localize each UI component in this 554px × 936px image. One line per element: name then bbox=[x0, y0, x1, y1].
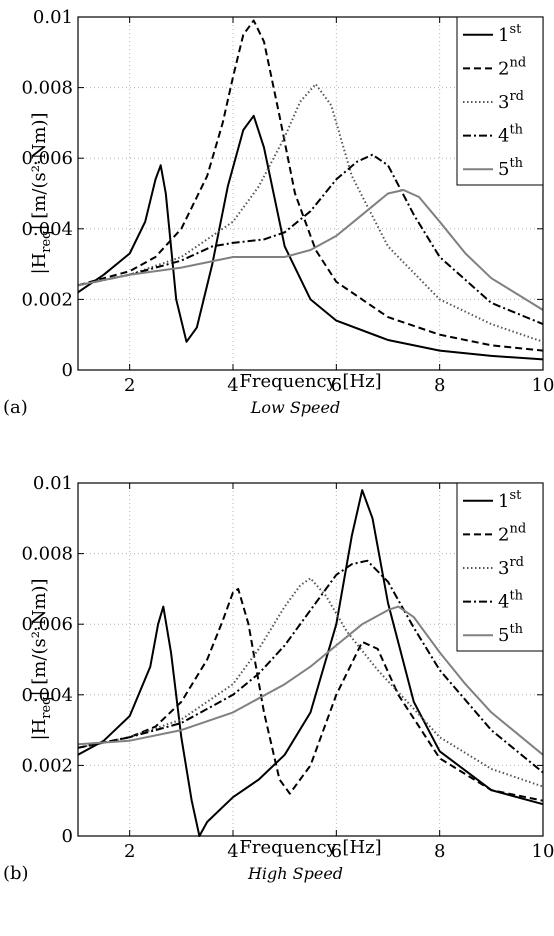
chart-a-legend-label-1: 1st bbox=[498, 22, 522, 46]
chart-b-caption: High Speed bbox=[247, 864, 343, 883]
chart-a-xtick-label-3: 8 bbox=[434, 375, 445, 396]
chart-b-series-3-line bbox=[77, 577, 544, 788]
chart-low-speed: 2 4 6 8 10 0 0.002 0.004 0.006 0.008 0.01 Frequency… bbox=[0, 0, 554, 466]
chart-a-ytick-label-0: 0 bbox=[62, 360, 73, 381]
chart-b-legend-label-2: 2nd bbox=[498, 521, 526, 545]
chart-a-legend-label-5: 5th bbox=[498, 156, 524, 180]
chart-b-xtick-label-2: 6 bbox=[331, 841, 342, 862]
chart-a-ytick-label-3: 0.006 bbox=[21, 148, 73, 169]
chart-b-series-1-line bbox=[77, 489, 544, 837]
chart-b-ytick-label-4: 0.008 bbox=[21, 544, 73, 565]
chart-a-ytick-label-5: 0.01 bbox=[33, 7, 73, 28]
chart-a-series-1-line bbox=[77, 114, 544, 361]
chart-a-xtick-label-0: 2 bbox=[124, 375, 135, 396]
chart-b-ytick-label-2: 0.004 bbox=[21, 685, 73, 706]
chart-b-xtick-label-0: 2 bbox=[124, 841, 135, 862]
chart-b-legend-label-5: 5th bbox=[498, 622, 524, 646]
chart-a-ytick-label-4: 0.008 bbox=[21, 78, 73, 99]
chart-a-xtick-label-4: 10 bbox=[532, 375, 554, 396]
chart-b-xtick-label-3: 8 bbox=[434, 841, 445, 862]
chart-b-series-5-line bbox=[77, 605, 544, 756]
chart-a-series-2-line bbox=[77, 19, 544, 352]
chart-a-ytick-label-2: 0.004 bbox=[21, 219, 73, 240]
chart-a-series-5-line bbox=[77, 189, 544, 311]
chart-a-legend-label-4: 4th bbox=[498, 123, 524, 147]
chart-high-speed: 2 4 6 8 10 0 0.002 0.004 0.006 0.008 0.01 Frequency… bbox=[0, 466, 554, 932]
chart-a-legend-label-2: 2nd bbox=[498, 55, 526, 79]
chart-b-legend-label-3: 3rd bbox=[498, 555, 524, 579]
chart-b-x-axis-label: Frequency [Hz] bbox=[239, 837, 381, 858]
chart-a-ytick-label-1: 0.002 bbox=[21, 289, 73, 310]
chart-a-y-axis-label: |Hreq| [m/(s²·Nm)] bbox=[29, 112, 54, 274]
chart-b-y-axis-label: |Hreq| [m/(s²·Nm)] bbox=[29, 578, 54, 740]
chart-low-speed-svg: 2 4 6 8 10 0 0.002 0.004 0.006 0.008 0.01 Frequency… bbox=[3, 7, 554, 418]
chart-a-series-4-line bbox=[77, 153, 544, 326]
chart-a-caption: Low Speed bbox=[250, 398, 340, 417]
chart-b-series-4-line bbox=[77, 559, 544, 774]
chart-high-speed-svg: 2 4 6 8 10 0 0.002 0.004 0.006 0.008 0.01 Frequency… bbox=[3, 473, 554, 884]
chart-b-legend-label-1: 1st bbox=[498, 488, 522, 512]
chart-a-x-axis-label: Frequency [Hz] bbox=[239, 371, 381, 392]
chart-b-ytick-label-3: 0.006 bbox=[21, 614, 73, 635]
chart-a-xtick-label-1: 4 bbox=[227, 375, 238, 396]
chart-a-series-3-line bbox=[77, 83, 544, 343]
chart-b-ytick-label-5: 0.01 bbox=[33, 473, 73, 494]
chart-a-panel-label: (a) bbox=[3, 397, 28, 418]
chart-b-ytick-label-1: 0.002 bbox=[21, 755, 73, 776]
chart-a-xtick-label-2: 6 bbox=[331, 375, 342, 396]
chart-a-legend-label-3: 3rd bbox=[498, 89, 524, 113]
chart-a-plot-frame bbox=[77, 16, 544, 371]
chart-b-panel-label: (b) bbox=[3, 863, 29, 884]
chart-b-plot-frame bbox=[77, 482, 544, 837]
chart-b-legend-label-4: 4th bbox=[498, 589, 524, 613]
chart-b-xtick-label-1: 4 bbox=[227, 841, 238, 862]
chart-b-xtick-label-4: 10 bbox=[532, 841, 554, 862]
chart-b-ytick-label-0: 0 bbox=[62, 826, 73, 847]
